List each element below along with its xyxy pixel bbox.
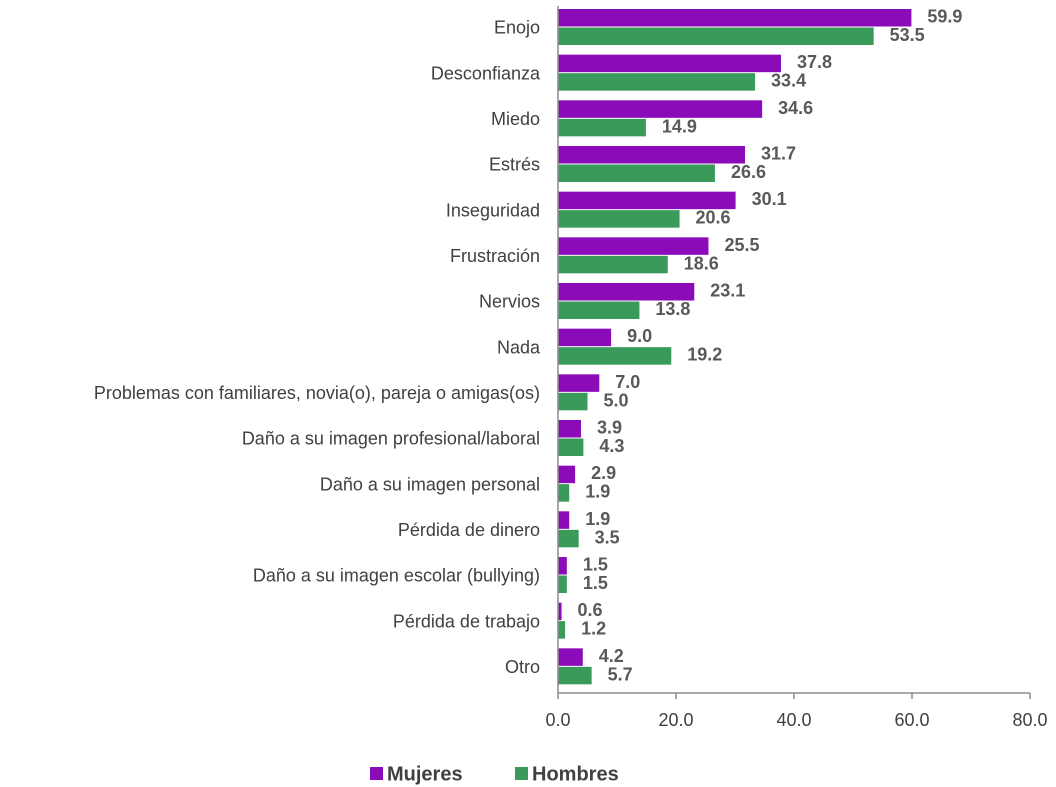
x-tick-label: 20.0 [658, 710, 693, 730]
x-tick-label: 60.0 [894, 710, 929, 730]
bar [558, 438, 584, 456]
value-label: 1.9 [585, 509, 610, 529]
value-label: 2.9 [591, 463, 616, 483]
value-label: 3.9 [597, 418, 622, 438]
bar [558, 347, 672, 365]
bar [558, 602, 562, 621]
bar [558, 27, 874, 45]
category-label: Pérdida de dinero [398, 520, 540, 540]
value-label: 34.6 [778, 98, 813, 118]
bar [558, 575, 567, 593]
bar [558, 529, 579, 548]
value-label: 0.6 [578, 600, 603, 620]
bar [558, 9, 912, 27]
value-label: 30.1 [752, 189, 787, 209]
value-label: 5.0 [604, 390, 629, 410]
bar [558, 100, 763, 118]
legend-label: Mujeres [387, 763, 463, 785]
value-label: 53.5 [890, 25, 925, 45]
value-label: 5.7 [608, 664, 633, 684]
value-label: 19.2 [687, 345, 722, 365]
bar [558, 374, 600, 392]
value-label: 4.3 [599, 436, 624, 456]
legend-label: Hombres [532, 763, 619, 785]
bar [558, 621, 566, 639]
value-label: 1.9 [585, 482, 610, 502]
bar [558, 283, 695, 301]
bar [558, 118, 646, 137]
bar [558, 666, 592, 685]
x-tick-label: 0.0 [545, 710, 570, 730]
value-label: 3.5 [595, 527, 620, 547]
legend-swatch [370, 767, 383, 780]
category-label: Frustración [450, 246, 540, 266]
bar [558, 484, 570, 502]
category-label: Estrés [489, 155, 540, 175]
value-label: 18.6 [684, 253, 719, 273]
value-label: 14.9 [662, 116, 697, 136]
category-label: Nervios [479, 292, 540, 312]
bar [558, 237, 709, 255]
x-tick-label: 80.0 [1012, 710, 1047, 730]
value-label: 37.8 [797, 52, 832, 72]
category-label: Pérdida de trabajo [393, 611, 540, 631]
bar [558, 557, 567, 575]
value-label: 26.6 [731, 162, 766, 182]
category-label: Daño a su imagen personal [320, 474, 540, 494]
bar [558, 648, 583, 666]
bar [558, 392, 588, 411]
value-label: 31.7 [761, 144, 796, 164]
value-label: 59.9 [927, 7, 962, 27]
bar [558, 54, 782, 73]
category-label: Miedo [491, 109, 540, 129]
value-label: 13.8 [655, 299, 690, 319]
value-label: 7.0 [615, 372, 640, 392]
value-label: 1.2 [581, 619, 606, 639]
bar [558, 255, 668, 274]
value-label: 4.2 [599, 646, 624, 666]
category-label: Daño a su imagen escolar (bullying) [253, 566, 540, 586]
bar [558, 191, 736, 210]
bar [558, 301, 640, 319]
value-label: 9.0 [627, 326, 652, 346]
bar [558, 511, 570, 529]
category-label: Inseguridad [446, 200, 540, 220]
value-label: 20.6 [696, 208, 731, 228]
legend-swatch [515, 767, 528, 780]
category-label: Nada [497, 337, 541, 357]
category-label: Enojo [494, 18, 540, 38]
bar [558, 164, 715, 182]
x-tick-label: 40.0 [776, 710, 811, 730]
value-label: 1.5 [583, 555, 608, 575]
bar [558, 73, 756, 91]
bar [558, 420, 582, 438]
category-label: Otro [505, 657, 540, 677]
bar [558, 328, 612, 347]
category-label: Daño a su imagen profesional/laboral [242, 429, 540, 449]
bar [558, 465, 576, 484]
value-label: 1.5 [583, 573, 608, 593]
value-label: 25.5 [724, 235, 759, 255]
category-label: Problemas con familiares, novia(o), pare… [94, 383, 540, 403]
category-label: Desconfianza [431, 63, 541, 83]
bar [558, 210, 680, 228]
value-label: 23.1 [710, 281, 745, 301]
value-label: 33.4 [771, 71, 806, 91]
bar [558, 146, 746, 164]
